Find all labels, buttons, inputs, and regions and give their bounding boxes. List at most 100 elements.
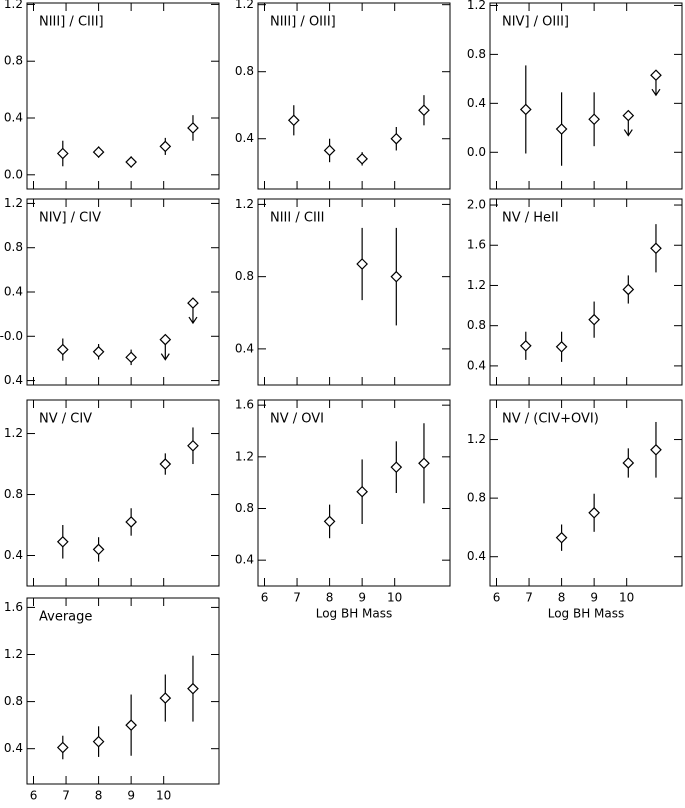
y-tick-label: 0.4 [4,111,23,125]
x-tick-label: 6 [261,591,269,605]
x-axis-label: Log BH Mass [548,607,625,621]
diamond-marker [390,132,403,145]
y-tick-label: 2.0 [467,198,486,212]
x-tick-label: 6 [493,591,501,605]
panel-frame [489,198,683,386]
y-tick-label: 0.4 [4,741,23,755]
diamond-marker [622,109,635,122]
upper-limit-arrowhead [623,129,633,137]
y-tick-label: 0.4 [4,373,23,387]
y-tick-label: 0.8 [4,487,23,501]
upper-limit-arrowhead [188,316,198,325]
x-axis-label: Log BH Mass [316,607,393,621]
diamond-marker [125,719,137,731]
diamond-marker [555,123,568,135]
upper-limit-arrowhead [160,353,170,361]
diamond-marker [56,741,69,754]
diamond-marker [650,69,662,82]
x-tick-label: 9 [358,591,366,605]
panel-frame [257,399,451,587]
upper-limit-arrowhead [651,88,661,97]
y-tick-label: 0.8 [4,240,23,254]
y-tick-label: 0.0 [467,145,486,159]
y-tick-label: 1.2 [467,0,486,12]
panel-title: NIII / CIII [270,211,324,226]
diamond-marker [56,147,69,160]
diamond-marker [159,140,172,153]
x-tick-label: 7 [293,591,301,605]
diamond-marker [92,543,105,556]
panel-title: NV / CIV [39,412,92,427]
panel-frame [489,2,683,190]
diamond-marker [125,516,137,528]
diamond-marker [622,283,635,296]
diamond-marker [650,443,662,456]
diamond-marker [187,682,199,695]
x-tick-label: 7 [62,789,70,803]
x-tick-label: 8 [95,789,103,803]
diamond-marker [187,297,199,309]
y-tick-label: 0.4 [235,553,254,567]
panel-frame [257,2,451,190]
diamond-marker [356,152,368,165]
diamond-marker [390,461,403,474]
panel-frame [26,399,220,587]
x-tick-label: 7 [525,591,533,605]
y-tick-label: 1.2 [4,196,23,210]
y-tick-label: 0.8 [4,54,23,68]
y-tick-label: 0.8 [235,64,254,78]
diamond-marker [356,485,368,498]
panel-title: NIII] / OIII] [270,15,336,30]
panel-title: Average [39,610,92,625]
x-tick-label: 10 [387,591,402,605]
y-tick-label: 1.2 [235,197,254,211]
diamond-marker [323,515,336,528]
panel-title: NV / HeII [502,211,559,226]
y-tick-label: -0.0 [0,329,23,343]
y-tick-label: 1.2 [467,278,486,292]
diamond-marker [92,345,105,358]
x-tick-label: 9 [590,591,598,605]
panel-title: NV / OVI [270,412,324,427]
y-tick-label: 0.4 [235,341,254,355]
x-tick-label: 6 [30,789,38,803]
diamond-marker [56,343,69,356]
y-tick-label: 1.2 [4,426,23,440]
diamond-marker [56,535,69,548]
diamond-marker [588,313,600,326]
y-tick-label: 1.6 [4,600,23,614]
panel-title: NV / (CIV+OVI) [502,412,599,427]
diamond-marker [418,104,430,117]
diamond-marker [92,146,105,158]
y-tick-label: 0.8 [467,318,486,332]
y-tick-label: 0.8 [235,269,254,283]
x-tick-label: 10 [619,591,634,605]
y-tick-label: 1.2 [467,432,486,446]
panel-frame [26,597,220,785]
diamond-marker [287,114,300,127]
diamond-marker [92,735,105,748]
diamond-marker [187,439,199,452]
y-tick-label: 0.0 [4,167,23,181]
diamond-marker [588,113,600,126]
y-tick-label: 1.6 [235,398,254,412]
diamond-marker [555,340,568,353]
diamond-marker [519,339,532,352]
diamond-marker [555,531,568,544]
diamond-marker [650,242,662,255]
x-tick-label: 9 [127,789,135,803]
x-tick-label: 10 [156,789,171,803]
y-tick-label: 0.8 [467,491,486,505]
diamond-marker [159,458,172,470]
panel-title: NIII] / CIII] [39,15,104,30]
panel-title: NIV] / CIV [39,211,101,226]
y-tick-label: 1.2 [235,449,254,463]
diamond-marker [323,144,336,157]
panel-frame [26,198,220,386]
diamond-marker [519,103,532,116]
x-tick-label: 8 [326,591,334,605]
y-tick-label: 0.4 [235,131,254,145]
diamond-marker [159,692,172,704]
y-tick-label: 0.4 [4,548,23,562]
